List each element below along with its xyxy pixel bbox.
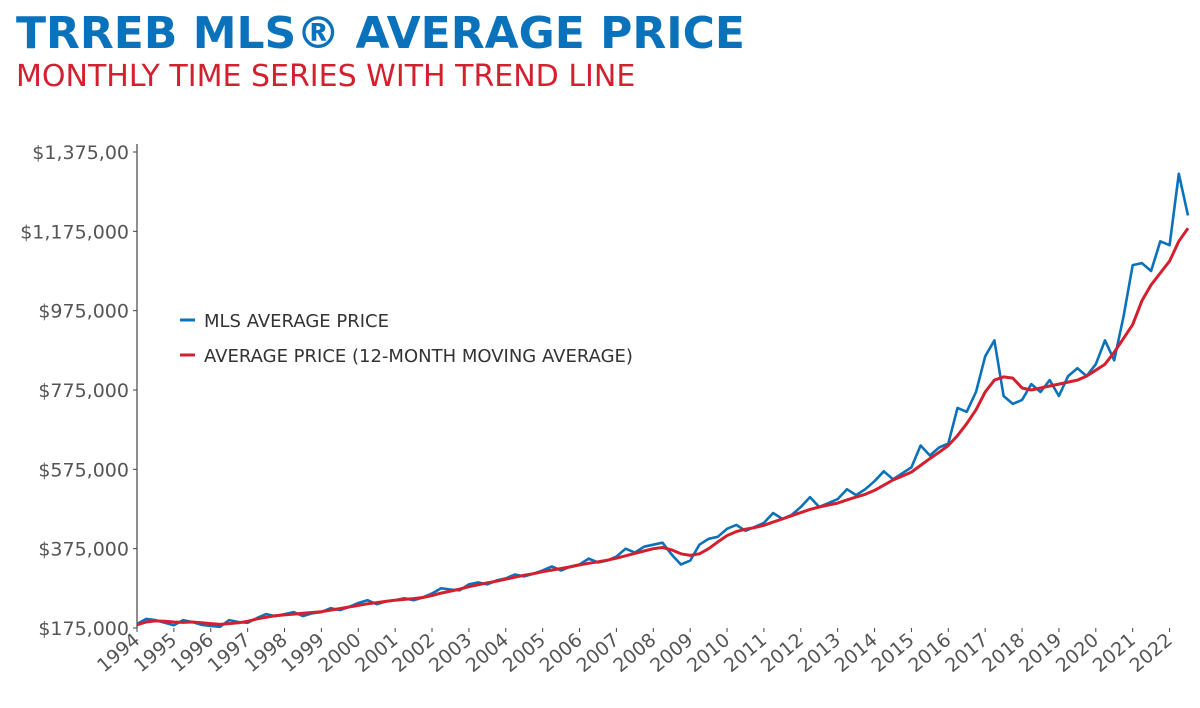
y-tick-label: $175,000 <box>38 618 129 640</box>
x-tick-label: 2000 <box>314 629 365 677</box>
x-tick-label: 2012 <box>757 629 808 677</box>
x-tick-label: 2010 <box>683 629 734 677</box>
x-tick-label: 2006 <box>536 629 587 677</box>
y-tick-label: $1,175,000 <box>20 221 129 243</box>
x-tick-label: 2011 <box>720 629 771 677</box>
x-tick-label: 2015 <box>867 629 918 677</box>
x-tick-label: 2019 <box>1015 629 1066 677</box>
x-tick-label: 1996 <box>167 629 218 677</box>
x-tick-label: 2020 <box>1052 629 1103 677</box>
x-tick-label: 2007 <box>572 629 623 677</box>
x-tick-label: 1997 <box>204 629 255 677</box>
x-tick-label: 2001 <box>351 629 402 677</box>
x-tick-label: 2002 <box>388 629 439 677</box>
x-tick-label: 2014 <box>831 629 882 677</box>
x-tick-label: 2009 <box>646 629 697 677</box>
x-tick-label: 2003 <box>425 629 476 677</box>
x-tick-label: 2022 <box>1126 629 1177 677</box>
x-tick-label: 2008 <box>609 629 660 677</box>
x-tick-label: 2013 <box>794 629 845 677</box>
x-tick-label: 1995 <box>130 629 181 677</box>
chart-title: TRREB MLS® AVERAGE PRICE <box>16 8 745 59</box>
y-tick-label: $775,000 <box>38 380 129 402</box>
legend-label: AVERAGE PRICE (12-MONTH MOVING AVERAGE) <box>204 346 633 367</box>
series-line <box>136 172 1190 629</box>
x-tick-label: 2004 <box>462 629 513 677</box>
legend-label: MLS AVERAGE PRICE <box>204 311 389 332</box>
series-line <box>136 227 1190 627</box>
x-tick-label: 2005 <box>499 629 550 677</box>
x-tick-label: 2021 <box>1089 629 1140 677</box>
y-tick-label: $975,000 <box>38 301 129 323</box>
x-tick-label: 2016 <box>904 629 955 677</box>
x-tick-label: 1998 <box>241 629 292 677</box>
x-tick-label: 2017 <box>941 629 992 677</box>
chart-subtitle: MONTHLY TIME SERIES WITH TREND LINE <box>16 59 635 94</box>
x-tick-label: 1999 <box>277 629 328 677</box>
x-tick-label: 2018 <box>978 629 1029 677</box>
y-tick-label: $375,000 <box>38 539 129 561</box>
y-tick-label: $1,375,00 <box>32 142 129 164</box>
y-tick-label: $575,000 <box>38 459 129 481</box>
